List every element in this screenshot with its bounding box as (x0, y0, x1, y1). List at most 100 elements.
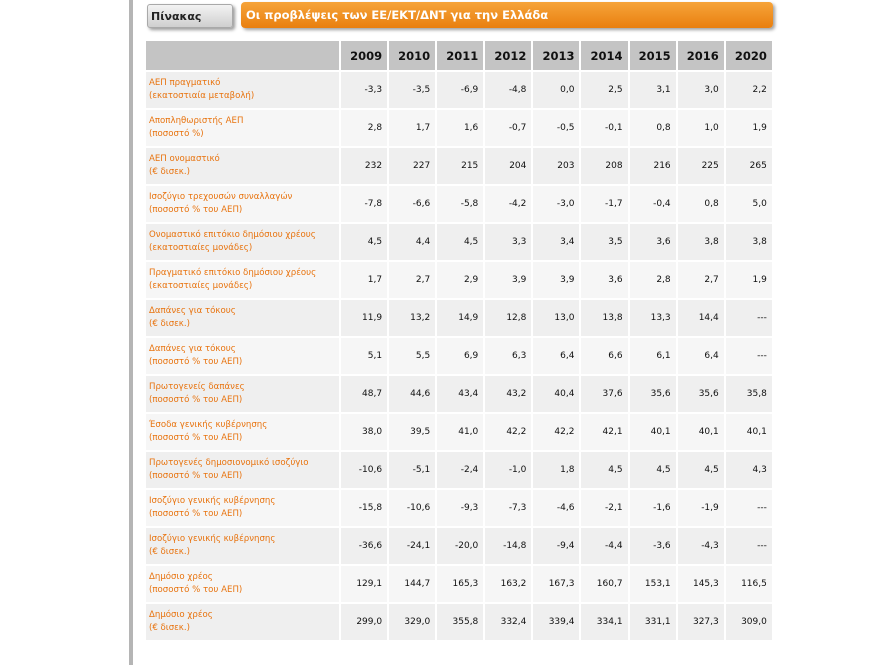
row-unit: (€ δισεκ.) (149, 547, 190, 557)
value-cell: -24,1 (388, 527, 438, 566)
value-cell: -3,0 (532, 185, 582, 224)
value-cell: -6,9 (436, 71, 486, 110)
value-cell: 42,2 (532, 413, 582, 452)
value-cell: 116,5 (724, 565, 774, 604)
year-header: 2012 (484, 41, 534, 72)
row-unit: (εκατοστιαίες μονάδες) (149, 243, 253, 253)
value-cell: 40,1 (724, 413, 774, 452)
table-row: Δημόσιο χρέος (ποσοστό % του ΑΕΠ) 129,1 144… (146, 565, 774, 604)
value-cell: 144,7 (388, 565, 438, 604)
value-cell: 3,0 (676, 71, 726, 110)
value-cell: 40,1 (676, 413, 726, 452)
year-header: 2015 (628, 41, 678, 72)
value-cell: 35,8 (724, 375, 774, 414)
value-cell: -1,7 (580, 185, 630, 224)
value-cell: -4,8 (484, 71, 534, 110)
value-cell: 44,6 (388, 375, 438, 414)
value-cell: 1,9 (724, 261, 774, 300)
value-cell: -0,5 (532, 109, 582, 148)
page-left-border (129, 0, 133, 665)
value-cell: 3,6 (580, 261, 630, 300)
value-cell: 38,0 (340, 413, 390, 452)
value-cell: 39,5 (388, 413, 438, 452)
value-cell: 232 (340, 147, 390, 186)
table-header-row: 2009 2010 2011 2012 2013 2014 2015 2016 … (146, 41, 774, 72)
table-row: Ισοζύγιο γενικής κυβέρνησης (ποσοστό % το… (146, 489, 774, 528)
table-row: Πρωτογενείς δαπάνες (ποσοστό % του ΑΕΠ) 48… (146, 375, 774, 414)
value-cell: -1,9 (676, 489, 726, 528)
value-cell: 3,1 (628, 71, 678, 110)
value-cell: -36,6 (340, 527, 390, 566)
value-cell: -5,8 (436, 185, 486, 224)
value-cell: -3,5 (388, 71, 438, 110)
value-cell: 355,8 (436, 603, 486, 642)
value-cell: 2,8 (340, 109, 390, 148)
table-row: Πραγματικό επιτόκιο δημόσιου χρέους (εκατ… (146, 261, 774, 300)
value-cell: 6,4 (676, 337, 726, 376)
value-cell: 2,7 (676, 261, 726, 300)
value-cell: 160,7 (580, 565, 630, 604)
value-cell: 334,1 (580, 603, 630, 642)
value-cell: 3,9 (532, 261, 582, 300)
value-cell: -3,3 (340, 71, 390, 110)
value-cell: 4,3 (724, 451, 774, 490)
value-cell: 265 (724, 147, 774, 186)
year-header: 2009 (340, 41, 390, 72)
row-label-cell: Δαπάνες για τόκους (ποσοστό % του ΑΕΠ) (146, 337, 341, 376)
row-label-cell: Πραγματικό επιτόκιο δημόσιου χρέους (εκατ… (146, 261, 341, 300)
row-label: Αποπληθωριστής ΑΕΠ (149, 116, 244, 126)
row-label-cell: Δαπάνες για τόκους (€ δισεκ.) (146, 299, 341, 338)
value-cell: 4,5 (436, 223, 486, 262)
value-cell: -1,0 (484, 451, 534, 490)
row-unit: (ποσοστό % του ΑΕΠ) (149, 585, 243, 595)
row-label-cell: Πρωτογενές δημοσιονομικό ισοζύγιο (ποσοστ… (146, 451, 341, 490)
value-cell: 299,0 (340, 603, 390, 642)
value-cell: 327,3 (676, 603, 726, 642)
value-cell: 215 (436, 147, 486, 186)
value-cell: 331,1 (628, 603, 678, 642)
value-cell: 3,4 (532, 223, 582, 262)
forecast-table: 2009 2010 2011 2012 2013 2014 2015 2016 … (146, 41, 774, 642)
table-row: Αποπληθωριστής ΑΕΠ (ποσοστό %) 2,8 1,7 1,6 -0… (146, 109, 774, 148)
year-header: 2013 (532, 41, 582, 72)
row-label-cell: Αποπληθωριστής ΑΕΠ (ποσοστό %) (146, 109, 341, 148)
row-label: Ισοζύγιο γενικής κυβέρνησης (149, 534, 276, 544)
value-cell: 40,4 (532, 375, 582, 414)
row-unit: (€ δισεκ.) (149, 319, 190, 329)
value-cell: -9,3 (436, 489, 486, 528)
value-cell: -2,1 (580, 489, 630, 528)
row-unit: (ποσοστό % του ΑΕΠ) (149, 395, 243, 405)
value-cell: 3,5 (580, 223, 630, 262)
value-cell: 41,0 (436, 413, 486, 452)
value-cell: -5,1 (388, 451, 438, 490)
value-cell: 216 (628, 147, 678, 186)
value-cell: 3,3 (484, 223, 534, 262)
value-cell: -1,6 (628, 489, 678, 528)
value-cell: 153,1 (628, 565, 678, 604)
row-label-cell: Δημόσιο χρέος (€ δισεκ.) (146, 603, 341, 642)
value-cell: 35,6 (628, 375, 678, 414)
value-cell: 2,5 (580, 71, 630, 110)
value-cell: 204 (484, 147, 534, 186)
year-header: 2010 (388, 41, 438, 72)
value-cell: -7,8 (340, 185, 390, 224)
value-cell: 42,2 (484, 413, 534, 452)
value-cell: 1,9 (724, 109, 774, 148)
table-row: Δαπάνες για τόκους (€ δισεκ.) 11,9 13,2 14,9… (146, 299, 774, 338)
value-cell: 167,3 (532, 565, 582, 604)
value-cell: 1,8 (532, 451, 582, 490)
value-cell: 6,1 (628, 337, 678, 376)
row-unit: (ποσοστό % του ΑΕΠ) (149, 471, 243, 481)
value-cell: 4,5 (628, 451, 678, 490)
row-label: Ισοζύγιο τρεχουσών συναλλαγών (149, 192, 293, 202)
table-row: Δαπάνες για τόκους (ποσοστό % του ΑΕΠ) 5,1… (146, 337, 774, 376)
value-cell: 48,7 (340, 375, 390, 414)
table-title-bar: Οι προβλέψεις των ΕΕ/ΕΚΤ/ΔΝΤ για την Ελλ… (241, 2, 773, 28)
row-label: Δαπάνες για τόκους (149, 344, 236, 354)
value-cell: 1,0 (676, 109, 726, 148)
row-unit: (€ δισεκ.) (149, 623, 190, 633)
value-cell: 4,5 (340, 223, 390, 262)
table-row: Πρωτογενές δημοσιονομικό ισοζύγιο (ποσοστ… (146, 451, 774, 490)
value-cell: -4,2 (484, 185, 534, 224)
value-cell: --- (724, 489, 774, 528)
